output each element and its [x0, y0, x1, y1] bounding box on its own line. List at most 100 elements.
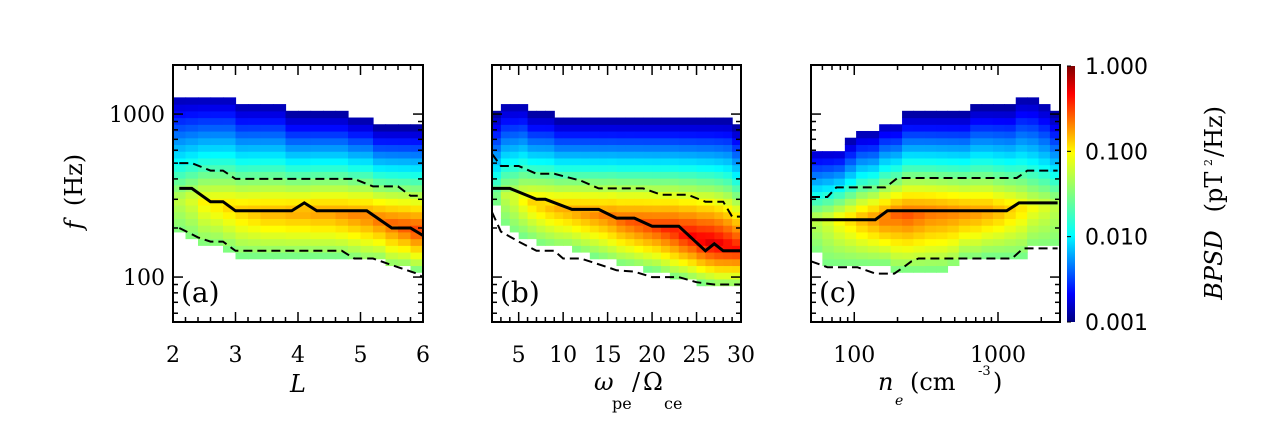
heatmap-cell: [273, 144, 287, 152]
heatmap-cell: [398, 231, 412, 240]
heatmap-cell: [223, 238, 237, 246]
heatmap-cell: [185, 211, 199, 219]
heatmap-cell: [335, 137, 349, 146]
heatmap-cell: [643, 245, 653, 253]
heatmap-cell: [536, 171, 546, 179]
heatmap-cell: [298, 171, 312, 179]
heatmap-cell: [981, 151, 994, 159]
heatmap-cell: [398, 245, 412, 253]
heatmap-cell: [1027, 218, 1040, 226]
colorbar-title: BPSD (pT 2 /Hz): [1200, 106, 1228, 301]
heatmap-cell: [527, 211, 538, 219]
heatmap-cell: [669, 137, 680, 146]
heatmap-cell: [607, 225, 618, 233]
heatmap-cell: [902, 211, 915, 219]
heatmap-cell: [981, 157, 994, 166]
heatmap-cell: [518, 184, 529, 193]
heatmap-cell: [913, 258, 926, 267]
heatmap-cell: [902, 151, 915, 159]
heatmap-cell: [536, 231, 546, 240]
heatmap-cell: [687, 225, 698, 233]
heatmap-cell: [285, 251, 299, 260]
heatmap-cell: [705, 157, 715, 166]
heatmap-cell: [373, 231, 387, 240]
heatmap-cell: [323, 137, 337, 146]
heatmap-cell: [373, 238, 387, 246]
heatmap-cell: [509, 184, 520, 193]
heatmap-cell: [185, 204, 199, 213]
heatmap-cell: [992, 144, 1006, 152]
heatmap-cell: [323, 144, 337, 152]
heatmap-cell: [879, 130, 892, 139]
heatmap-cell: [1015, 218, 1028, 226]
heatmap-cell: [235, 218, 249, 226]
heatmap-cell: [890, 245, 903, 253]
heatmap-cell: [260, 157, 274, 166]
heatmap-cell: [660, 251, 671, 260]
heatmap-cell: [554, 231, 564, 240]
heatmap-cell: [335, 110, 349, 119]
heatmap-cell: [822, 157, 835, 166]
heatmap-cell: [563, 137, 573, 146]
heatmap-cell: [678, 218, 689, 226]
heatmap-cell: [652, 171, 662, 179]
heatmap-cell: [210, 164, 224, 172]
heatmap-cell: [811, 151, 823, 159]
heatmap-cell: [958, 218, 971, 226]
heatmap-cell: [879, 151, 892, 159]
heatmap-cell: [634, 130, 644, 139]
heatmap-cell: [714, 164, 724, 172]
heatmap-cell: [924, 130, 937, 139]
heatmap-cell: [616, 211, 626, 219]
heatmap-cell: [833, 164, 846, 172]
heatmap-cell: [714, 204, 724, 213]
heatmap-cell: [598, 137, 609, 146]
heatmap-cell: [273, 231, 287, 240]
heatmap-cell: [643, 157, 653, 166]
heatmap-cell: [260, 184, 274, 193]
heatmap-cell: [1004, 137, 1017, 146]
heatmap-cell: [1015, 130, 1028, 139]
heatmap-cell: [536, 218, 546, 226]
heatmap-cell: [634, 251, 644, 260]
heatmap-cell: [235, 130, 249, 139]
heatmap-cell: [625, 218, 635, 226]
heatmap-cell: [705, 265, 715, 273]
heatmap-cell: [310, 211, 324, 219]
heatmap-cell: [992, 198, 1006, 206]
heatmap-cell: [527, 164, 538, 172]
heatmap-cell: [572, 238, 582, 246]
heatmap-cell: [732, 218, 742, 226]
unit-exponent: -3: [978, 364, 991, 379]
heatmap-cell: [248, 231, 262, 240]
heatmap-cell: [902, 198, 915, 206]
heatmap-cell: [248, 151, 262, 159]
heatmap-cell: [616, 124, 626, 132]
heatmap-cell: [660, 171, 671, 179]
heatmap-cell: [1038, 238, 1051, 246]
heatmap-cell: [643, 225, 653, 233]
heatmap-cell: [732, 184, 742, 193]
heatmap-cell: [687, 157, 698, 166]
heatmap-cell: [373, 184, 387, 193]
heatmap-cell: [958, 198, 971, 206]
colorbar-unit-exponent: 2: [1202, 159, 1215, 166]
heatmap-cell: [554, 124, 564, 132]
heatmap-cell: [500, 144, 511, 152]
heatmap-cell: [833, 231, 846, 240]
heatmap-cell: [360, 151, 374, 159]
heatmap-cell: [545, 178, 555, 186]
heatmap-cell: [385, 258, 399, 267]
heatmap-cell: [410, 265, 424, 273]
heatmap-cell: [1027, 164, 1040, 172]
heatmap-cell: [385, 164, 399, 172]
heatmap-cell: [323, 218, 337, 226]
heatmap-cell: [890, 258, 903, 267]
x-tick-label: 3: [229, 343, 243, 368]
heatmap-cell: [527, 124, 538, 132]
heatmap-cell: [527, 231, 538, 240]
heatmap-cell: [410, 218, 424, 226]
heatmap-cell: [652, 130, 662, 139]
heatmap-cell: [310, 164, 324, 172]
heatmap-cell: [509, 157, 520, 166]
